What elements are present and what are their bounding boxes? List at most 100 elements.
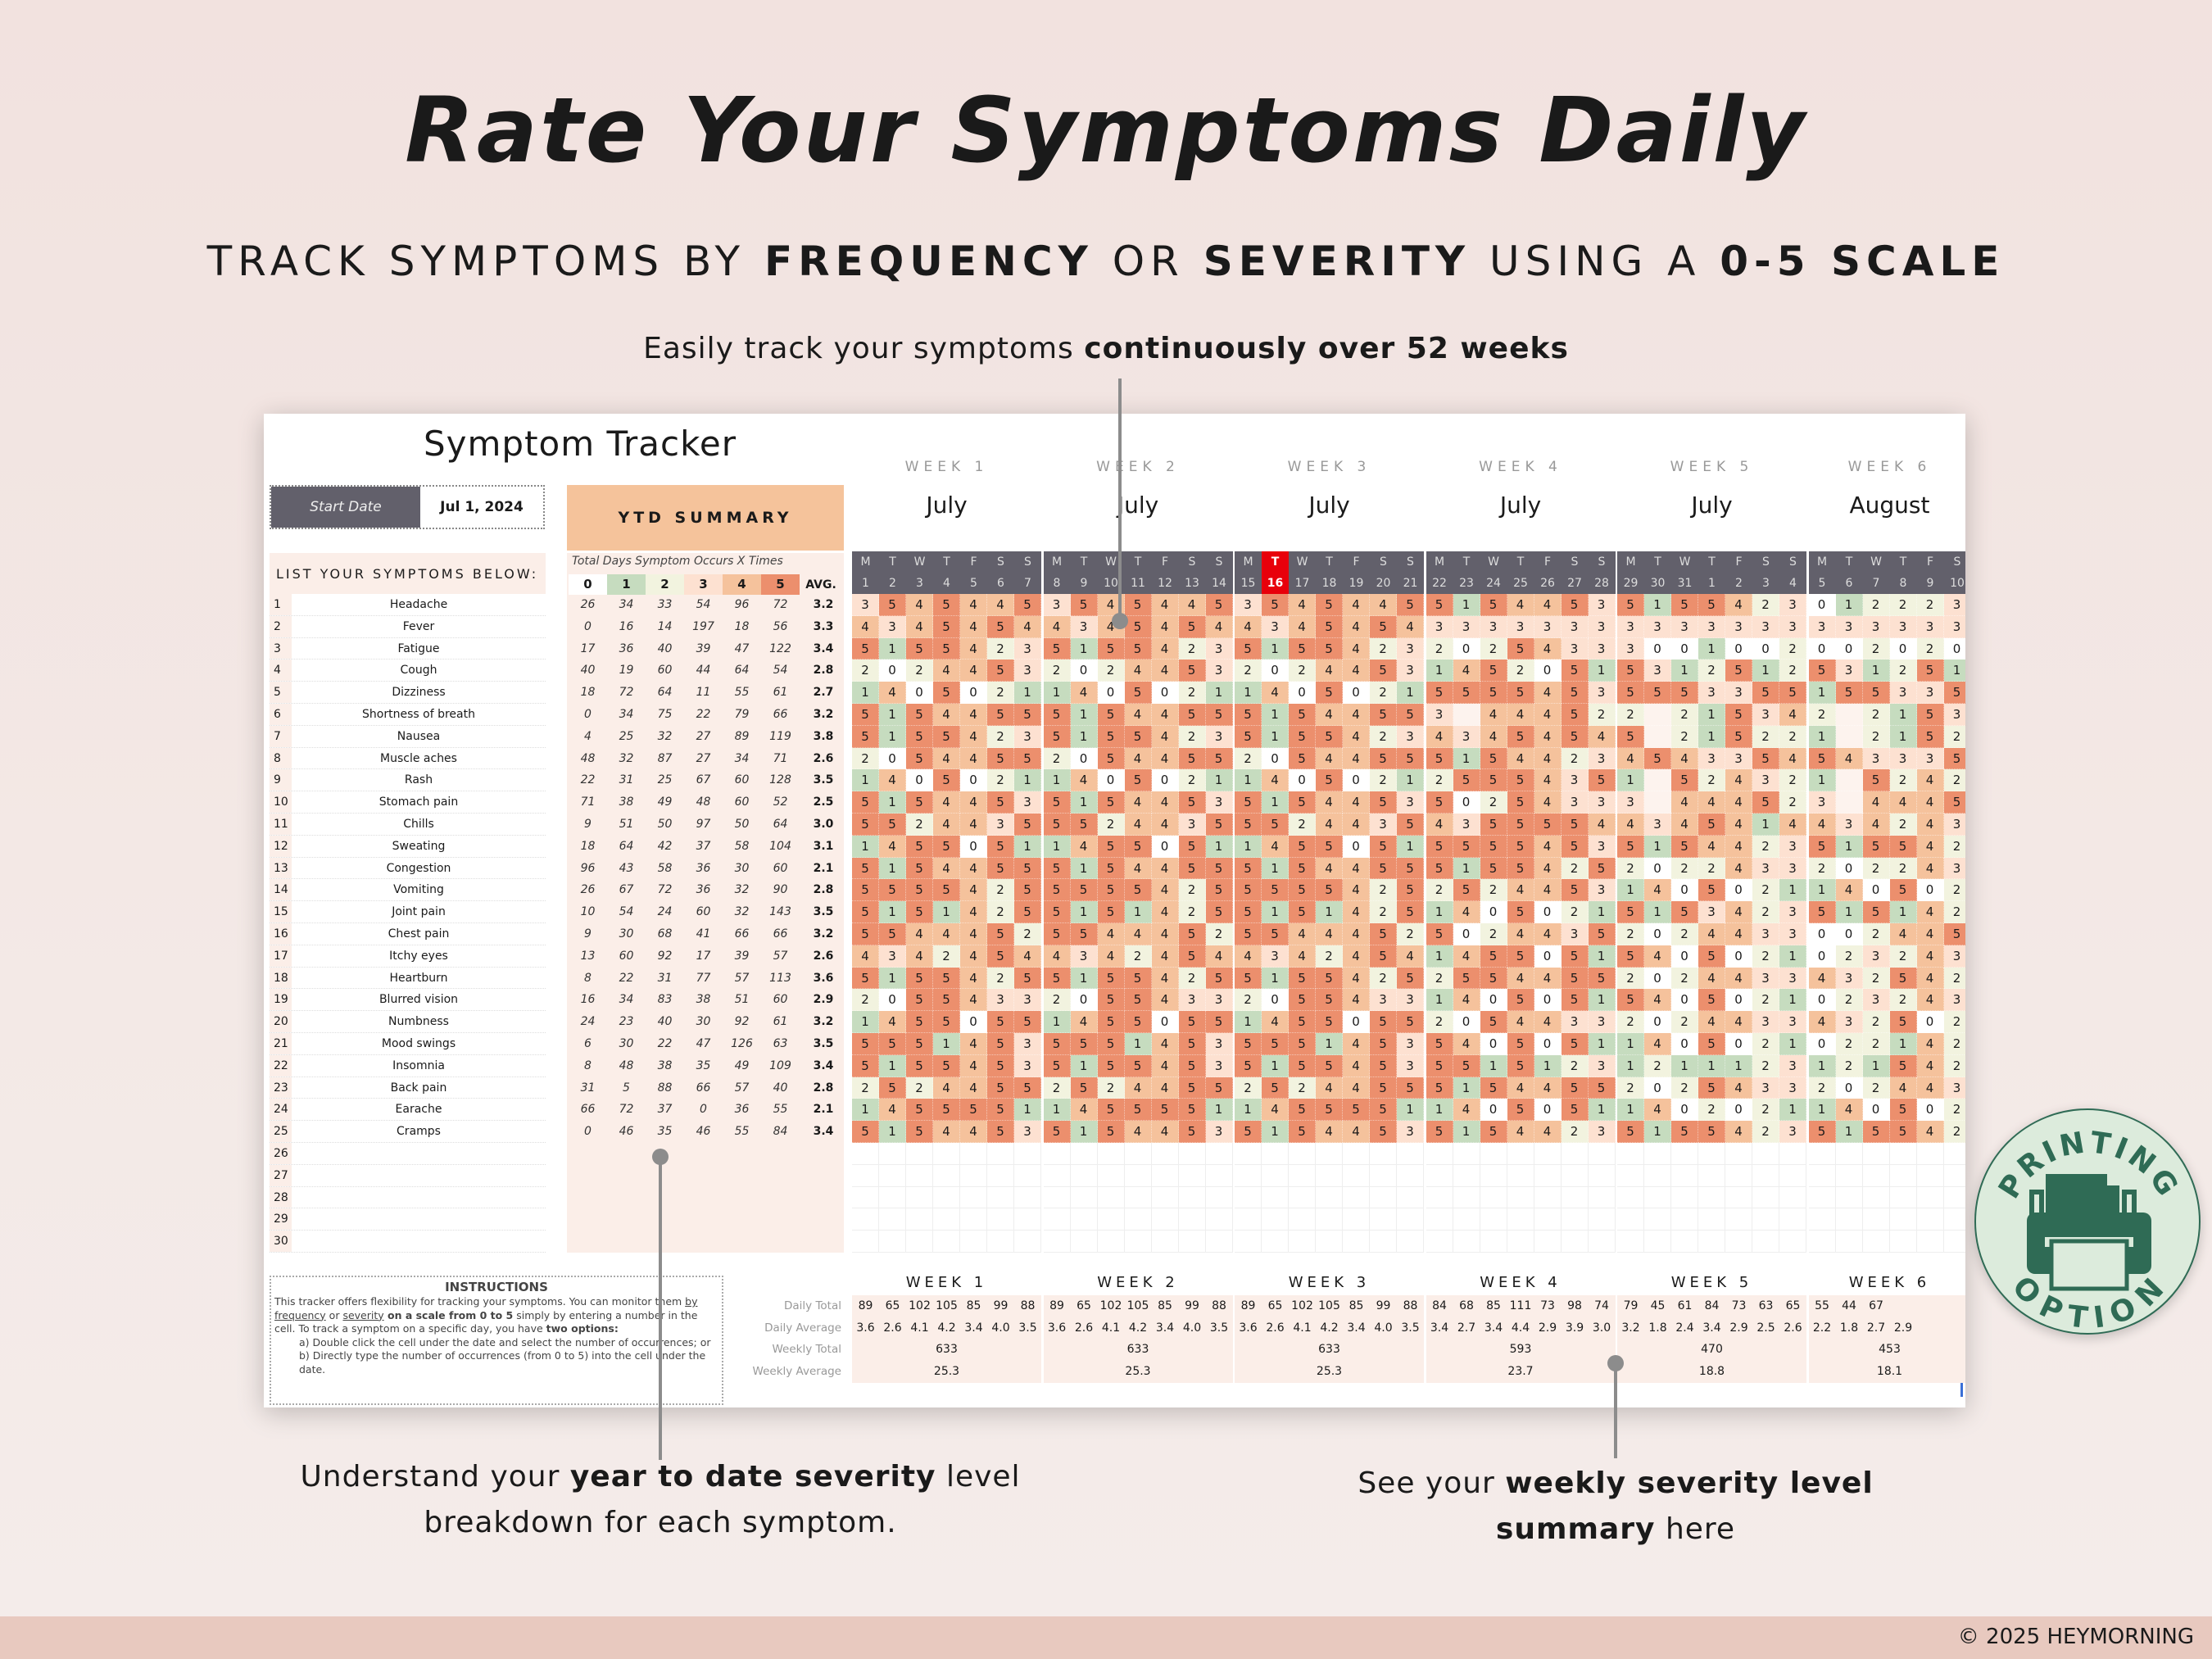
rating-cell[interactable]: 4 — [1124, 791, 1152, 814]
rating-cell[interactable]: 3 — [1397, 989, 1424, 1012]
rating-cell[interactable]: 3 — [1070, 945, 1098, 968]
rating-cell[interactable]: 1 — [1752, 814, 1779, 836]
rating-cell[interactable]: 4 — [1014, 615, 1041, 638]
rating-cell[interactable]: 4 — [1671, 814, 1698, 836]
rating-cell[interactable]: 0 — [1862, 879, 1890, 902]
rating-cell[interactable]: 5 — [1862, 682, 1890, 704]
rating-cell[interactable]: 3 — [1698, 615, 1725, 638]
symptom-row[interactable]: 12 Sweating — [270, 835, 546, 858]
rating-cell[interactable] — [1014, 1208, 1041, 1231]
rating-cell[interactable]: 5 — [1617, 945, 1644, 968]
rating-cell[interactable]: 1 — [1779, 1033, 1806, 1055]
rating-cell[interactable]: 4 — [1644, 989, 1671, 1012]
rating-cell[interactable]: 3 — [1862, 615, 1890, 638]
rating-cell[interactable]: 5 — [1043, 814, 1071, 836]
rating-cell[interactable]: 5 — [1014, 857, 1041, 880]
rating-cell[interactable]: 4 — [906, 923, 933, 945]
rating-cell[interactable]: 5 — [1124, 967, 1152, 990]
rating-cell[interactable]: 5 — [1043, 1054, 1071, 1077]
rating-cell[interactable]: 4 — [1534, 594, 1562, 616]
rating-cell[interactable]: 4 — [960, 747, 987, 770]
rating-cell[interactable]: 0 — [1289, 769, 1316, 792]
rating-cell[interactable]: 3 — [1588, 879, 1616, 902]
rating-cell[interactable]: 4 — [1644, 1099, 1671, 1122]
rating-cell[interactable]: 4 — [1916, 945, 1944, 968]
rating-cell[interactable]: 3 — [1779, 967, 1806, 990]
rating-cell[interactable]: 5 — [1671, 901, 1698, 923]
rating-cell[interactable] — [1453, 1208, 1480, 1231]
rating-cell[interactable]: 3 — [1370, 814, 1397, 836]
rating-cell[interactable]: 1 — [852, 835, 879, 858]
rating-cell[interactable]: 4 — [1070, 769, 1098, 792]
rating-cell[interactable] — [1235, 1164, 1262, 1187]
rating-cell[interactable] — [1561, 1143, 1589, 1165]
rating-cell[interactable]: 0 — [906, 769, 933, 792]
rating-cell[interactable]: 5 — [1097, 879, 1125, 902]
rating-cell[interactable] — [1644, 1231, 1671, 1253]
rating-cell[interactable]: 2 — [1943, 879, 1965, 902]
rating-cell[interactable]: 5 — [879, 814, 906, 836]
rating-cell[interactable]: 5 — [1808, 1121, 1836, 1143]
rating-cell[interactable] — [933, 1186, 960, 1209]
rating-cell[interactable]: 5 — [1426, 923, 1453, 945]
rating-cell[interactable] — [1316, 1164, 1343, 1187]
rating-cell[interactable]: 5 — [1889, 967, 1917, 990]
rating-cell[interactable]: 5 — [1205, 901, 1233, 923]
rating-cell[interactable]: 3 — [1397, 725, 1424, 748]
rating-cell[interactable]: 3 — [1752, 1011, 1779, 1033]
rating-cell[interactable]: 1 — [1698, 1054, 1725, 1077]
rating-cell[interactable]: 3 — [987, 989, 1014, 1012]
rating-cell[interactable]: 2 — [1097, 814, 1125, 836]
rating-cell[interactable]: 4 — [1507, 704, 1534, 726]
rating-cell[interactable]: 0 — [1097, 769, 1125, 792]
rating-cell[interactable]: 1 — [1070, 725, 1098, 748]
rating-cell[interactable]: 4 — [1426, 725, 1453, 748]
rating-cell[interactable] — [1480, 1208, 1507, 1231]
rating-cell[interactable]: 4 — [1835, 747, 1863, 770]
rating-cell[interactable]: 3 — [1779, 594, 1806, 616]
rating-cell[interactable]: 4 — [1916, 1077, 1944, 1099]
rating-cell[interactable]: 5 — [987, 704, 1014, 726]
rating-cell[interactable]: 1 — [1235, 835, 1262, 858]
symptom-name-input[interactable]: Itchy eyes — [389, 949, 448, 963]
rating-cell[interactable]: 4 — [960, 1077, 987, 1099]
rating-cell[interactable]: 5 — [1097, 1054, 1125, 1077]
rating-cell[interactable] — [879, 1231, 906, 1253]
rating-cell[interactable]: 3 — [1752, 769, 1779, 792]
rating-cell[interactable]: 0 — [1289, 682, 1316, 704]
rating-cell[interactable] — [1343, 1208, 1370, 1231]
rating-cell[interactable]: 3 — [1397, 1054, 1424, 1077]
rating-cell[interactable]: 2 — [1426, 769, 1453, 792]
rating-cell[interactable]: 4 — [960, 1121, 987, 1143]
rating-cell[interactable]: 4 — [1316, 857, 1343, 880]
rating-cell[interactable]: 4 — [1534, 769, 1562, 792]
symptom-name-input[interactable]: Insomnia — [392, 1058, 445, 1072]
symptom-row[interactable]: 24 Earache — [270, 1099, 546, 1122]
rating-cell[interactable]: 4 — [1316, 1077, 1343, 1099]
symptom-name-input[interactable] — [292, 1143, 546, 1164]
rating-cell[interactable]: 0 — [1725, 879, 1752, 902]
rating-cell[interactable]: 4 — [1014, 945, 1041, 968]
rating-cell[interactable] — [1151, 1164, 1179, 1187]
rating-cell[interactable]: 5 — [1289, 967, 1316, 990]
rating-cell[interactable] — [1343, 1164, 1370, 1187]
rating-cell[interactable]: 3 — [1835, 1011, 1863, 1033]
rating-cell[interactable]: 0 — [1480, 901, 1507, 923]
rating-cell[interactable]: 5 — [1370, 1121, 1397, 1143]
rating-cell[interactable]: 2 — [1943, 1011, 1965, 1033]
rating-cell[interactable]: 0 — [1644, 923, 1671, 945]
rating-cell[interactable]: 4 — [1725, 835, 1752, 858]
rating-cell[interactable] — [987, 1208, 1014, 1231]
rating-cell[interactable]: 5 — [1561, 989, 1589, 1012]
rating-cell[interactable]: 4 — [1316, 704, 1343, 726]
rating-cell[interactable]: 5 — [1889, 1054, 1917, 1077]
rating-cell[interactable]: 2 — [1644, 1054, 1671, 1077]
rating-cell[interactable]: 3 — [1262, 945, 1289, 968]
rating-cell[interactable] — [1070, 1143, 1098, 1165]
rating-cell[interactable]: 5 — [960, 1099, 987, 1122]
rating-cell[interactable] — [1534, 1208, 1562, 1231]
rating-cell[interactable]: 4 — [1453, 1033, 1480, 1055]
rating-cell[interactable]: 5 — [1205, 747, 1233, 770]
rating-cell[interactable]: 4 — [960, 725, 987, 748]
rating-cell[interactable] — [1070, 1164, 1098, 1187]
